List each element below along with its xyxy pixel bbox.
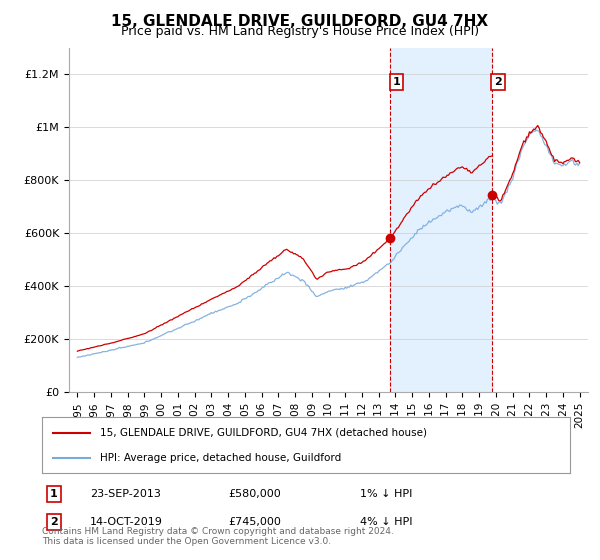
Text: HPI: Average price, detached house, Guildford: HPI: Average price, detached house, Guil… — [100, 452, 341, 463]
Text: Price paid vs. HM Land Registry's House Price Index (HPI): Price paid vs. HM Land Registry's House … — [121, 25, 479, 38]
Bar — [390, 48, 492, 392]
Text: 23-SEP-2013: 23-SEP-2013 — [90, 489, 161, 499]
Text: 2: 2 — [494, 77, 502, 87]
Text: 1: 1 — [50, 489, 58, 499]
Text: 15, GLENDALE DRIVE, GUILDFORD, GU4 7HX (detached house): 15, GLENDALE DRIVE, GUILDFORD, GU4 7HX (… — [100, 428, 427, 438]
Text: £745,000: £745,000 — [228, 517, 281, 527]
Text: 14-OCT-2019: 14-OCT-2019 — [90, 517, 163, 527]
Text: Contains HM Land Registry data © Crown copyright and database right 2024.
This d: Contains HM Land Registry data © Crown c… — [42, 526, 394, 546]
Text: 1% ↓ HPI: 1% ↓ HPI — [360, 489, 412, 499]
Text: £580,000: £580,000 — [228, 489, 281, 499]
Text: 4% ↓ HPI: 4% ↓ HPI — [360, 517, 413, 527]
Text: 1: 1 — [392, 77, 400, 87]
Text: 2: 2 — [50, 517, 58, 527]
Text: 15, GLENDALE DRIVE, GUILDFORD, GU4 7HX: 15, GLENDALE DRIVE, GUILDFORD, GU4 7HX — [112, 14, 488, 29]
